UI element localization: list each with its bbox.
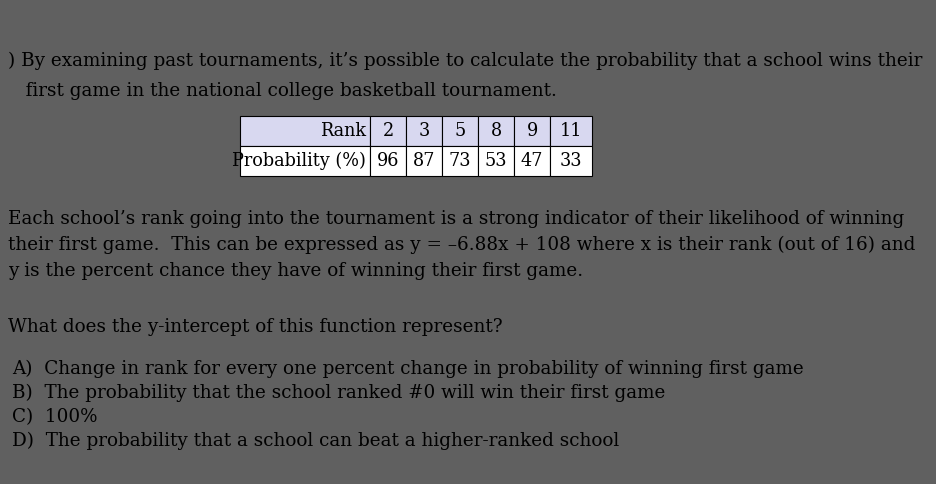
Text: ) By examining past tournaments, it’s possible to calculate the probability that: ) By examining past tournaments, it’s po…	[8, 52, 922, 70]
Bar	[406, 116, 442, 146]
Text: y is the percent chance they have of winning their first game.: y is the percent chance they have of win…	[8, 262, 583, 280]
Text: 11: 11	[560, 122, 582, 140]
Text: 3: 3	[418, 122, 430, 140]
Bar	[240, 116, 370, 146]
Text: D)  The probability that a school can beat a higher-ranked school: D) The probability that a school can bea…	[12, 432, 620, 450]
Bar	[442, 116, 478, 146]
Text: C)  100%: C) 100%	[12, 408, 97, 426]
Text: Probability (%): Probability (%)	[232, 152, 366, 170]
Text: their first game.  This can be expressed as y = –6.88x + 108 where x is their ra: their first game. This can be expressed …	[8, 236, 915, 254]
Text: 5: 5	[454, 122, 465, 140]
Text: B)  The probability that the school ranked #0 will win their first game: B) The probability that the school ranke…	[12, 384, 665, 402]
Text: 47: 47	[520, 152, 543, 170]
Bar	[514, 146, 550, 176]
Bar	[370, 116, 406, 146]
Text: first game in the national college basketball tournament.: first game in the national college baske…	[8, 82, 557, 100]
Text: 33: 33	[560, 152, 582, 170]
Bar	[514, 116, 550, 146]
Text: A)  Change in rank for every one percent change in probability of winning first : A) Change in rank for every one percent …	[12, 360, 804, 378]
Text: 8: 8	[490, 122, 502, 140]
Bar	[406, 146, 442, 176]
Text: 96: 96	[377, 152, 400, 170]
Text: 87: 87	[413, 152, 435, 170]
Text: 9: 9	[526, 122, 537, 140]
Bar	[550, 116, 592, 146]
Text: Rank: Rank	[320, 122, 366, 140]
Bar	[478, 116, 514, 146]
Bar	[550, 146, 592, 176]
Text: 2: 2	[383, 122, 394, 140]
Text: Each school’s rank going into the tournament is a strong indicator of their like: Each school’s rank going into the tourna…	[8, 210, 904, 228]
Bar	[370, 146, 406, 176]
Bar	[478, 146, 514, 176]
Text: 53: 53	[485, 152, 507, 170]
Text: 73: 73	[448, 152, 471, 170]
Bar	[442, 146, 478, 176]
Bar	[240, 146, 370, 176]
Text: What does the y-intercept of this function represent?: What does the y-intercept of this functi…	[8, 318, 503, 336]
